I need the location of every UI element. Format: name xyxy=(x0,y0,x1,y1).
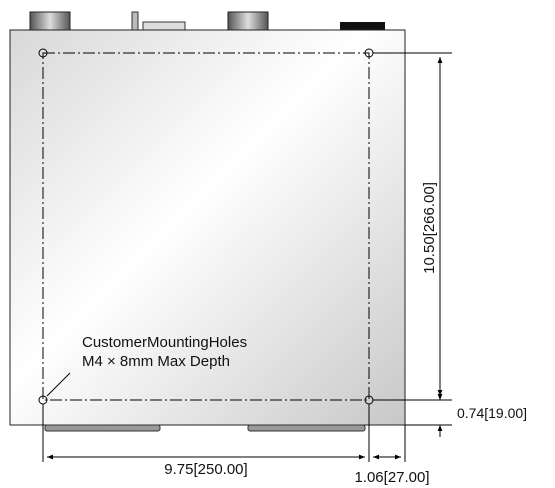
dimension-label: 9.75[250.00] xyxy=(164,461,247,478)
hole-pattern xyxy=(42,52,370,401)
note: CustomerMountingHoles xyxy=(82,334,247,351)
dimension-label: 10.50[266.00] xyxy=(421,182,438,274)
dimension-label: 0.74[19.00] xyxy=(457,405,527,421)
connectors xyxy=(29,11,385,31)
note: M4 × 8mm Max Depth xyxy=(82,353,230,370)
dimension-lines xyxy=(42,52,452,462)
device-body xyxy=(9,29,406,426)
dimension-label: 1.06[27.00] xyxy=(354,469,429,486)
feet xyxy=(44,424,366,432)
